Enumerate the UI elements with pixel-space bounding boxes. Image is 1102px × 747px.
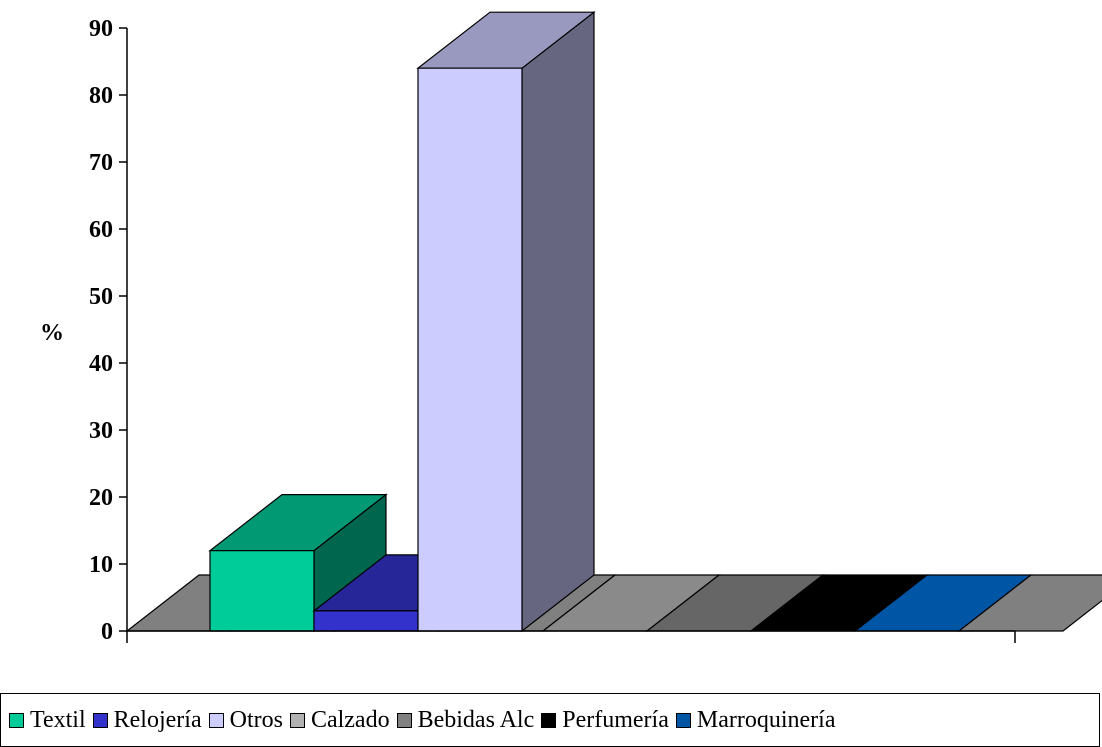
bar-front	[209, 549, 315, 632]
legend-item: Textil	[9, 707, 86, 734]
legend-label: Marroquinería	[696, 706, 836, 733]
y-tick-label: 80	[89, 83, 113, 109]
y-tick-label: 70	[89, 150, 113, 176]
y-tick-label: 10	[89, 552, 113, 578]
legend-swatch	[9, 712, 24, 728]
legend-item: Otros	[208, 706, 283, 734]
legend-label: Bebidas Alc	[417, 706, 535, 733]
legend-item: Bebidas Alc	[396, 706, 535, 734]
bar-side	[521, 10, 595, 633]
y-axis-title: %	[40, 320, 64, 346]
y-tick-label: 30	[89, 418, 113, 444]
legend-swatch	[675, 712, 691, 728]
bar-front	[313, 610, 419, 632]
legend-item: Perfumería	[541, 707, 669, 734]
y-tick-label: 90	[89, 16, 113, 42]
legend-swatch	[208, 712, 224, 728]
legend-swatch	[289, 712, 305, 728]
legend-label: Relojería	[113, 706, 202, 733]
y-tick-label: 0	[101, 619, 113, 645]
legend: Textil Relojería Otros Calzado Bebidas Alc Pe…	[0, 693, 1100, 747]
legend-swatch	[396, 712, 412, 728]
bar-otros	[416, 10, 596, 633]
legend-item: Calzado	[289, 706, 390, 734]
y-tick-label: 40	[89, 351, 113, 377]
legend-label: Textil	[30, 706, 86, 733]
chart: 0 10 20 30 40 50 60 70 80 90 %	[40, 10, 1102, 645]
y-axis: 0 10 20 30 40 50 60 70 80 90	[89, 16, 1016, 645]
legend-label: Otros	[229, 706, 283, 733]
bar-front	[417, 67, 523, 632]
legend-label: Calzado	[310, 706, 390, 733]
floor-segment	[957, 574, 1102, 632]
y-tick-label: 50	[89, 284, 113, 310]
y-tick-label: 20	[89, 485, 113, 511]
bars	[208, 10, 596, 633]
y-tick-label: 60	[89, 217, 113, 243]
legend-swatch	[92, 712, 108, 728]
legend-item: Marroquinería	[675, 706, 836, 734]
legend-swatch	[541, 712, 557, 728]
legend-label: Perfumería	[562, 706, 669, 733]
legend-item: Relojería	[92, 706, 202, 734]
